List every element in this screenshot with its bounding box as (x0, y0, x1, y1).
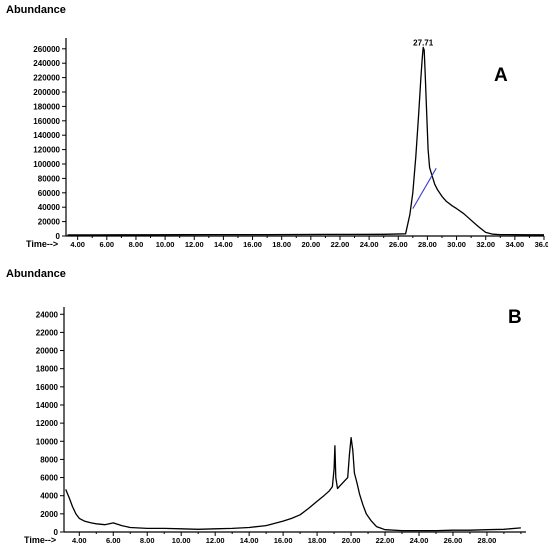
panel-a-series-line-0 (67, 46, 544, 236)
panel-b-x-tick-label: 24.00 (410, 536, 429, 545)
panel-a-peak-annotation: 27.71 (413, 38, 434, 47)
panel-a-x-tick-label: 8.00 (129, 240, 144, 249)
panel-a-x-tick-label: 4.00 (70, 240, 85, 249)
panel-b-y-tick-label: 0 (54, 528, 59, 537)
panel-b-y-tick-label: 18000 (36, 365, 59, 374)
panel-a-y-tick-label: 100000 (33, 160, 60, 169)
panel-a-x-tick-label: 30.00 (447, 240, 466, 249)
panel-a-y-tick-label: 0 (56, 232, 61, 241)
panel-a-x-tick-label: 16.00 (243, 240, 262, 249)
panel-b-letter: B (508, 307, 522, 328)
panel-b-x-tick-label: 18.00 (308, 536, 327, 545)
panel-b-x-tick-label: 26.00 (444, 536, 463, 545)
panel-b-x-tick-label: 10.00 (172, 536, 191, 545)
panel-b-y-tick-label: 2000 (40, 510, 58, 519)
panel-a-x-tick-label: 22.00 (331, 240, 350, 249)
panel-a-y-tick-label: 180000 (33, 102, 60, 111)
panel-b-x-tick-label: 12.00 (206, 536, 225, 545)
panel-a-letter: A (494, 65, 508, 86)
panel-a-x-axis-label: Time--> (26, 239, 58, 249)
panel-a-y-tick-label: 80000 (38, 174, 61, 183)
panel-a-y-tick-label: 200000 (33, 88, 60, 97)
panel-a-x-tick-label: 24.00 (360, 240, 379, 249)
panel-b-x-tick-label: 28.00 (478, 536, 497, 545)
panel-a-x-tick-label: 34.00 (505, 240, 524, 249)
panel-a-y-tick-label: 220000 (33, 74, 60, 83)
panel-a-y-tick-label: 140000 (33, 131, 60, 140)
panel-b-x-tick-label: 22.00 (376, 536, 395, 545)
panel-a-x-tick-label: 20.00 (301, 240, 320, 249)
panel-b-series-line-0 (65, 436, 521, 532)
panel-b-y-tick-label: 22000 (36, 328, 59, 337)
panel-b-x-tick-label: 6.00 (106, 536, 121, 545)
panel-b-y-tick-label: 10000 (36, 437, 59, 446)
panel-a-x-tick-label: 36.00 (535, 240, 548, 249)
panel-b-y-tick-label: 14000 (36, 401, 59, 410)
panel-a-y-tick-label: 20000 (38, 218, 61, 227)
panel-b-y-tick-label: 6000 (40, 474, 58, 483)
panel-b-y-axis-label: Abundance (6, 268, 66, 280)
panel-a-x-tick-label: 32.00 (476, 240, 495, 249)
panel-b-y-tick-label: 24000 (36, 310, 59, 319)
panel-a-x-tick-label: 12.00 (185, 240, 204, 249)
panel-a-x-tick-label: 14.00 (214, 240, 233, 249)
panel-b-x-axis-label: Time--> (24, 535, 56, 545)
panel-a-x-tick-label: 10.00 (156, 240, 175, 249)
panel-b-x-tick-label: 8.00 (140, 536, 155, 545)
panel-a-y-axis-label: Abundance (6, 4, 66, 16)
panel-a-y-tick-label: 60000 (38, 189, 61, 198)
panel-a-y-tick-label: 120000 (33, 146, 60, 155)
panel-b-y-tick-label: 12000 (36, 419, 59, 428)
panel-b-x-tick-label: 14.00 (240, 536, 259, 545)
panel-a-y-tick-label: 40000 (38, 203, 61, 212)
panel-a-x-tick-label: 26.00 (389, 240, 408, 249)
panel-b-y-tick-label: 8000 (40, 455, 58, 464)
panel-a-y-tick-label: 160000 (33, 117, 60, 126)
panel-a-x-tick-label: 18.00 (272, 240, 291, 249)
panel-a-y-tick-label: 240000 (33, 59, 60, 68)
panel-b-y-tick-label: 4000 (40, 492, 58, 501)
panel-b-x-tick-label: 16.00 (274, 536, 293, 545)
panel-b-x-tick-label: 20.00 (342, 536, 361, 545)
panel-b-x-tick-label: 4.00 (72, 536, 87, 545)
panel-a-y-tick-label: 260000 (33, 45, 60, 54)
panel-a-x-tick-label: 28.00 (418, 240, 437, 249)
panel-b-y-tick-label: 16000 (36, 383, 59, 392)
panel-b-y-tick-label: 20000 (36, 347, 59, 356)
panel-a-x-tick-label: 6.00 (100, 240, 115, 249)
panel-a-series-line-1 (412, 168, 437, 209)
